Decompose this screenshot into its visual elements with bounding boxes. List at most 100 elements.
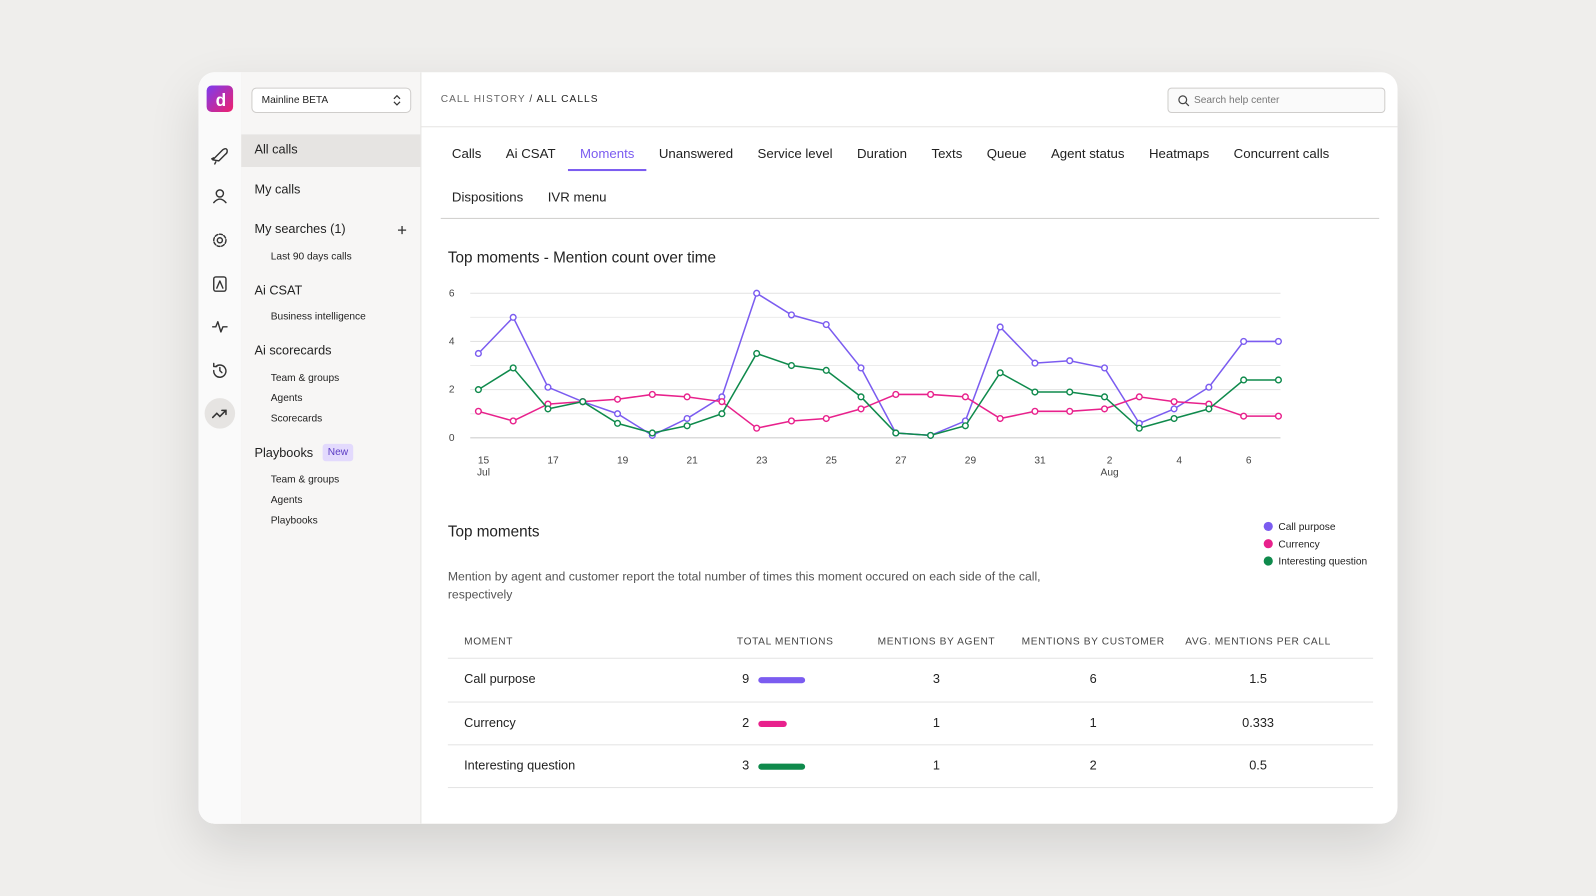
data-point (1102, 394, 1108, 400)
data-point (1276, 413, 1282, 419)
cell-value: 1.5 (1182, 672, 1335, 686)
data-point (997, 416, 1003, 422)
legend-label: Currency (1278, 539, 1320, 550)
data-point (1276, 377, 1282, 383)
x-tick-label: 19 (617, 455, 629, 466)
data-point (823, 322, 829, 328)
data-point (823, 416, 829, 422)
moment-name: Currency (464, 715, 516, 729)
column-header: MOMENT (464, 636, 513, 647)
x-tick-label: 6 (1246, 455, 1252, 466)
legend-label: Interesting question (1278, 557, 1367, 568)
data-point (476, 387, 482, 393)
data-point (1032, 360, 1038, 366)
data-point (1171, 416, 1177, 422)
data-point (858, 394, 864, 400)
cell-value: 3 (735, 759, 749, 773)
column-header: TOTAL MENTIONS (737, 636, 834, 647)
cell-value: 3 (860, 672, 1013, 686)
data-point (1136, 425, 1142, 431)
table-line (448, 701, 1373, 702)
data-point (997, 324, 1003, 330)
legend-swatch (1264, 556, 1273, 565)
column-header: AVG. MENTIONS PER CALL (1182, 636, 1335, 647)
x-tick-label: 17 (547, 455, 559, 466)
data-point (754, 351, 760, 357)
data-point (1241, 339, 1247, 345)
x-tick-label: 31 (1034, 455, 1046, 466)
y-tick-label: 6 (449, 288, 455, 299)
data-point (928, 433, 934, 439)
x-tick-label: 21 (687, 455, 699, 466)
data-point (580, 399, 586, 405)
data-point (719, 411, 725, 417)
cell-value: 1 (1017, 715, 1170, 729)
data-point (1067, 408, 1073, 414)
x-tick-label: 29 (965, 455, 977, 466)
y-tick-label: 4 (449, 336, 455, 347)
data-point (684, 394, 690, 400)
data-point (928, 392, 934, 398)
x-tick-label: 4 (1176, 455, 1182, 466)
data-point (510, 314, 516, 320)
data-point (893, 392, 899, 398)
y-tick-label: 2 (449, 385, 455, 396)
section-title: Top moments (448, 523, 540, 540)
moment-name: Interesting question (464, 759, 575, 773)
data-point (1276, 339, 1282, 345)
mention-indicator (758, 764, 805, 770)
data-point (684, 416, 690, 422)
column-header: MENTIONS BY CUSTOMER (1017, 636, 1170, 647)
data-point (754, 290, 760, 296)
data-point (1032, 408, 1038, 414)
data-point (1102, 406, 1108, 412)
data-point (1032, 389, 1038, 395)
data-point (615, 421, 621, 427)
x-tick-label: 15Jul (477, 455, 490, 478)
data-point (1067, 389, 1073, 395)
data-point (1102, 365, 1108, 371)
data-point (684, 423, 690, 429)
table-line (448, 658, 1373, 659)
data-point (476, 408, 482, 414)
cell-value: 0.333 (1182, 715, 1335, 729)
data-point (789, 312, 795, 318)
data-point (510, 418, 516, 424)
data-point (754, 425, 760, 431)
data-point (1171, 399, 1177, 405)
cell-value: 0.5 (1182, 759, 1335, 773)
mention-indicator (758, 677, 805, 683)
data-point (963, 394, 969, 400)
data-point (858, 406, 864, 412)
table-line (448, 744, 1373, 745)
table-line (448, 787, 1373, 788)
data-point (1136, 394, 1142, 400)
data-point (649, 430, 655, 436)
data-point (823, 367, 829, 373)
data-point (1241, 377, 1247, 383)
data-point (649, 392, 655, 398)
data-point (1171, 406, 1177, 412)
mention-indicator (758, 720, 787, 726)
x-tick-label: 2Aug (1101, 455, 1119, 478)
cell-value: 2 (1017, 759, 1170, 773)
moment-name: Call purpose (464, 672, 535, 686)
data-point (476, 351, 482, 357)
cell-value: 1 (860, 715, 1013, 729)
x-tick-label: 25 (826, 455, 838, 466)
data-point (1206, 406, 1212, 412)
data-point (1241, 413, 1247, 419)
data-point (1067, 358, 1073, 364)
data-point (997, 370, 1003, 376)
data-point (719, 399, 725, 405)
data-point (615, 411, 621, 417)
data-point (510, 365, 516, 371)
cell-value: 2 (735, 715, 749, 729)
legend-swatch (1264, 522, 1273, 531)
data-point (893, 430, 899, 436)
data-point (858, 365, 864, 371)
legend-label: Call purpose (1278, 522, 1335, 533)
legend-swatch (1264, 539, 1273, 548)
